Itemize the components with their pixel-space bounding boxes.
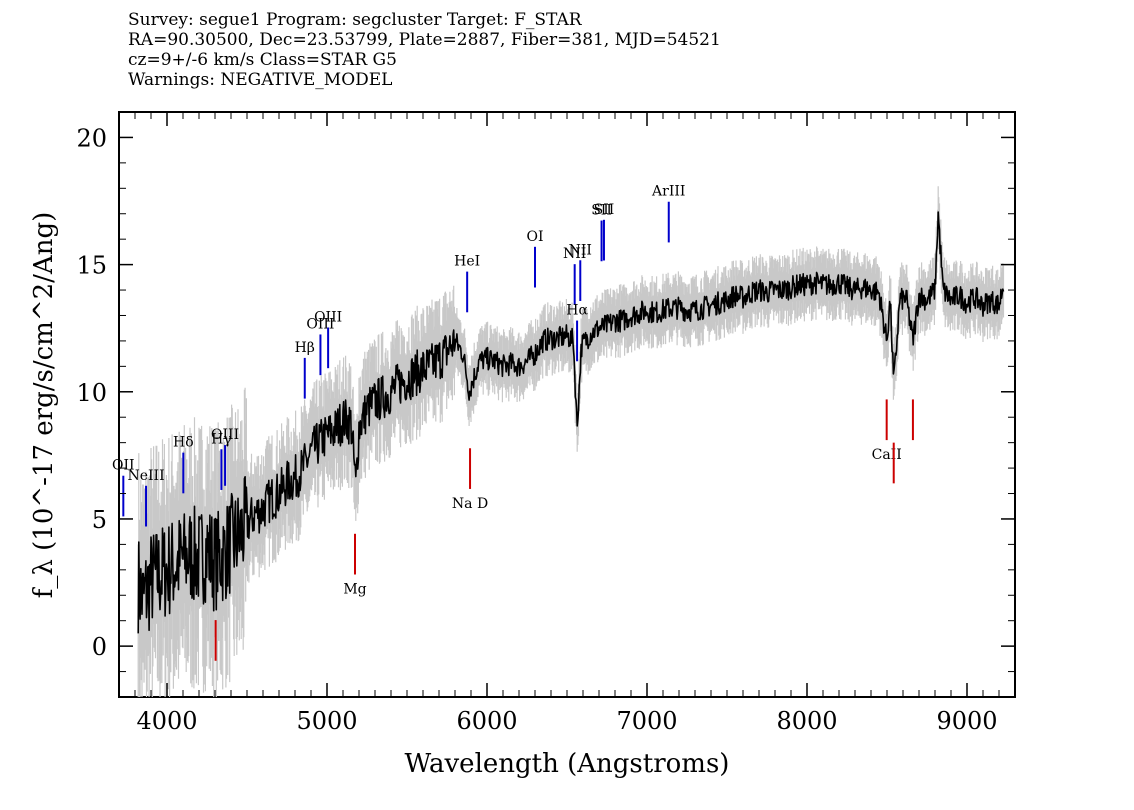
absorption-label-1: Mg — [343, 581, 366, 597]
series-layer — [137, 211, 1005, 634]
y-tick-label-4: 20 — [76, 124, 107, 152]
spectrum-header: Survey: segue1 Program: segcluster Targe… — [128, 10, 721, 90]
y-tick-label-1: 5 — [92, 506, 107, 534]
x-tick-label-3: 7000 — [616, 707, 677, 735]
x-axis-title: Wavelength (Angstroms) — [405, 749, 730, 779]
header-coordinates-line: RA=90.30500, Dec=23.53799, Plate=2887, F… — [128, 30, 721, 50]
emission-label-3: Hγ — [211, 431, 232, 447]
emission-label-10: NII — [563, 246, 586, 262]
y-tick-label-2: 10 — [76, 379, 107, 407]
absorption-label-3: CaII — [872, 447, 902, 463]
plot-frame — [118, 111, 1016, 698]
emission-label-1: NeIII — [127, 468, 164, 484]
x-tick-label-1: 5000 — [296, 707, 357, 735]
flux-series-line — [137, 211, 1005, 634]
flux-error-band — [137, 186, 1005, 697]
emission-label-4: OIII — [211, 427, 239, 443]
emission-label-0: OII — [112, 458, 135, 474]
x-tick-label-4: 8000 — [776, 707, 837, 735]
emission-label-13: SII — [591, 203, 612, 219]
absorption-label-2: Na D — [452, 496, 488, 512]
axis-ticks: 4000 5000 6000 7000 8000 9000 0 5 10 15 20 — [76, 111, 1016, 735]
x-tick-label-2: 6000 — [456, 707, 517, 735]
y-tick-label-0: 0 — [92, 633, 107, 661]
x-tick-label-5: 9000 — [936, 707, 997, 735]
emission-label-5: Hβ — [295, 340, 315, 356]
noise-band — [137, 186, 1005, 697]
header-redshift-line: cz=9+/-6 km/s Class=STAR G5 — [128, 50, 397, 70]
header-warnings-line: Warnings: NEGATIVE_MODEL — [128, 70, 393, 90]
emission-label-11: Hα — [566, 303, 588, 319]
emission-label-15: ArIII — [651, 184, 685, 200]
emission-label-7: OIII — [314, 309, 342, 325]
y-axis-title: f_λ (10^-17 erg/s/cm^2/Ang) — [29, 212, 59, 598]
emission-label-8: HeI — [454, 254, 480, 270]
emission-label-9: OI — [526, 229, 543, 245]
emission-label-2: Hδ — [173, 435, 194, 451]
emission-label-12: NII — [569, 242, 592, 258]
y-tick-label-3: 15 — [76, 252, 107, 280]
x-tick-label-0: 4000 — [136, 707, 197, 735]
emission-label-14: SII — [594, 202, 615, 218]
header-survey-line: Survey: segue1 Program: segcluster Targe… — [128, 10, 582, 30]
